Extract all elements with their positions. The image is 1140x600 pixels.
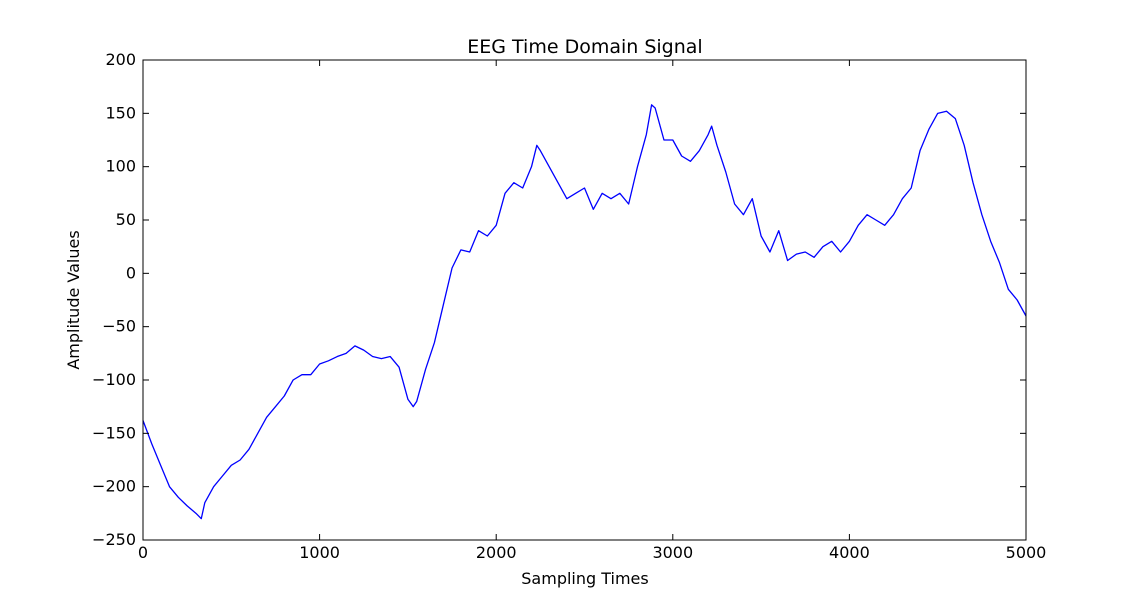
y-axis-title: Amplitude Values (64, 230, 83, 369)
x-tick-label: 2000 (476, 543, 517, 562)
x-tick-label: 4000 (829, 543, 870, 562)
y-tick-label: −50 (102, 317, 136, 336)
y-tick-label: −200 (92, 477, 136, 496)
chart-title: EEG Time Domain Signal (467, 36, 702, 58)
y-tick-label: −250 (92, 530, 136, 549)
x-tick-label: 1000 (299, 543, 340, 562)
x-axis-title: Sampling Times (521, 569, 648, 588)
x-tick-label: 0 (138, 543, 148, 562)
plot-frame (142, 59, 1027, 541)
x-tick-label: 3000 (652, 543, 693, 562)
y-tick-label: 0 (126, 263, 136, 282)
y-tick-label: 50 (116, 210, 136, 229)
y-tick-label: −150 (92, 423, 136, 442)
y-tick-label: 200 (105, 50, 136, 69)
series-line (142, 104, 1027, 520)
plot-area (142, 104, 1027, 520)
y-tick-label: −100 (92, 370, 136, 389)
y-tick-label: 100 (105, 157, 136, 176)
y-tick-label: 150 (105, 103, 136, 122)
x-tick-label: 5000 (1006, 543, 1047, 562)
axis-ticks: 0 1000 2000 3000 4000 5000−250−200−150−100−50… (92, 50, 1046, 562)
